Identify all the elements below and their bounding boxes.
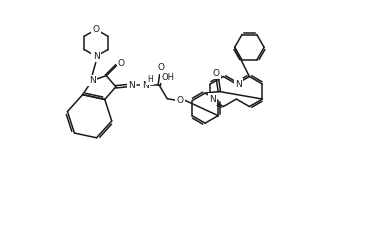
Text: N: N bbox=[235, 80, 242, 88]
Text: O: O bbox=[213, 69, 220, 78]
Text: H: H bbox=[147, 75, 153, 84]
Text: O: O bbox=[118, 59, 125, 68]
Text: O: O bbox=[158, 63, 165, 72]
Text: OH: OH bbox=[162, 73, 175, 82]
Text: N: N bbox=[142, 81, 148, 90]
Text: O: O bbox=[93, 25, 99, 34]
Text: O: O bbox=[176, 96, 183, 105]
Text: N: N bbox=[89, 76, 95, 85]
Text: N: N bbox=[128, 81, 135, 90]
Text: N: N bbox=[93, 52, 99, 61]
Text: N: N bbox=[209, 95, 216, 103]
